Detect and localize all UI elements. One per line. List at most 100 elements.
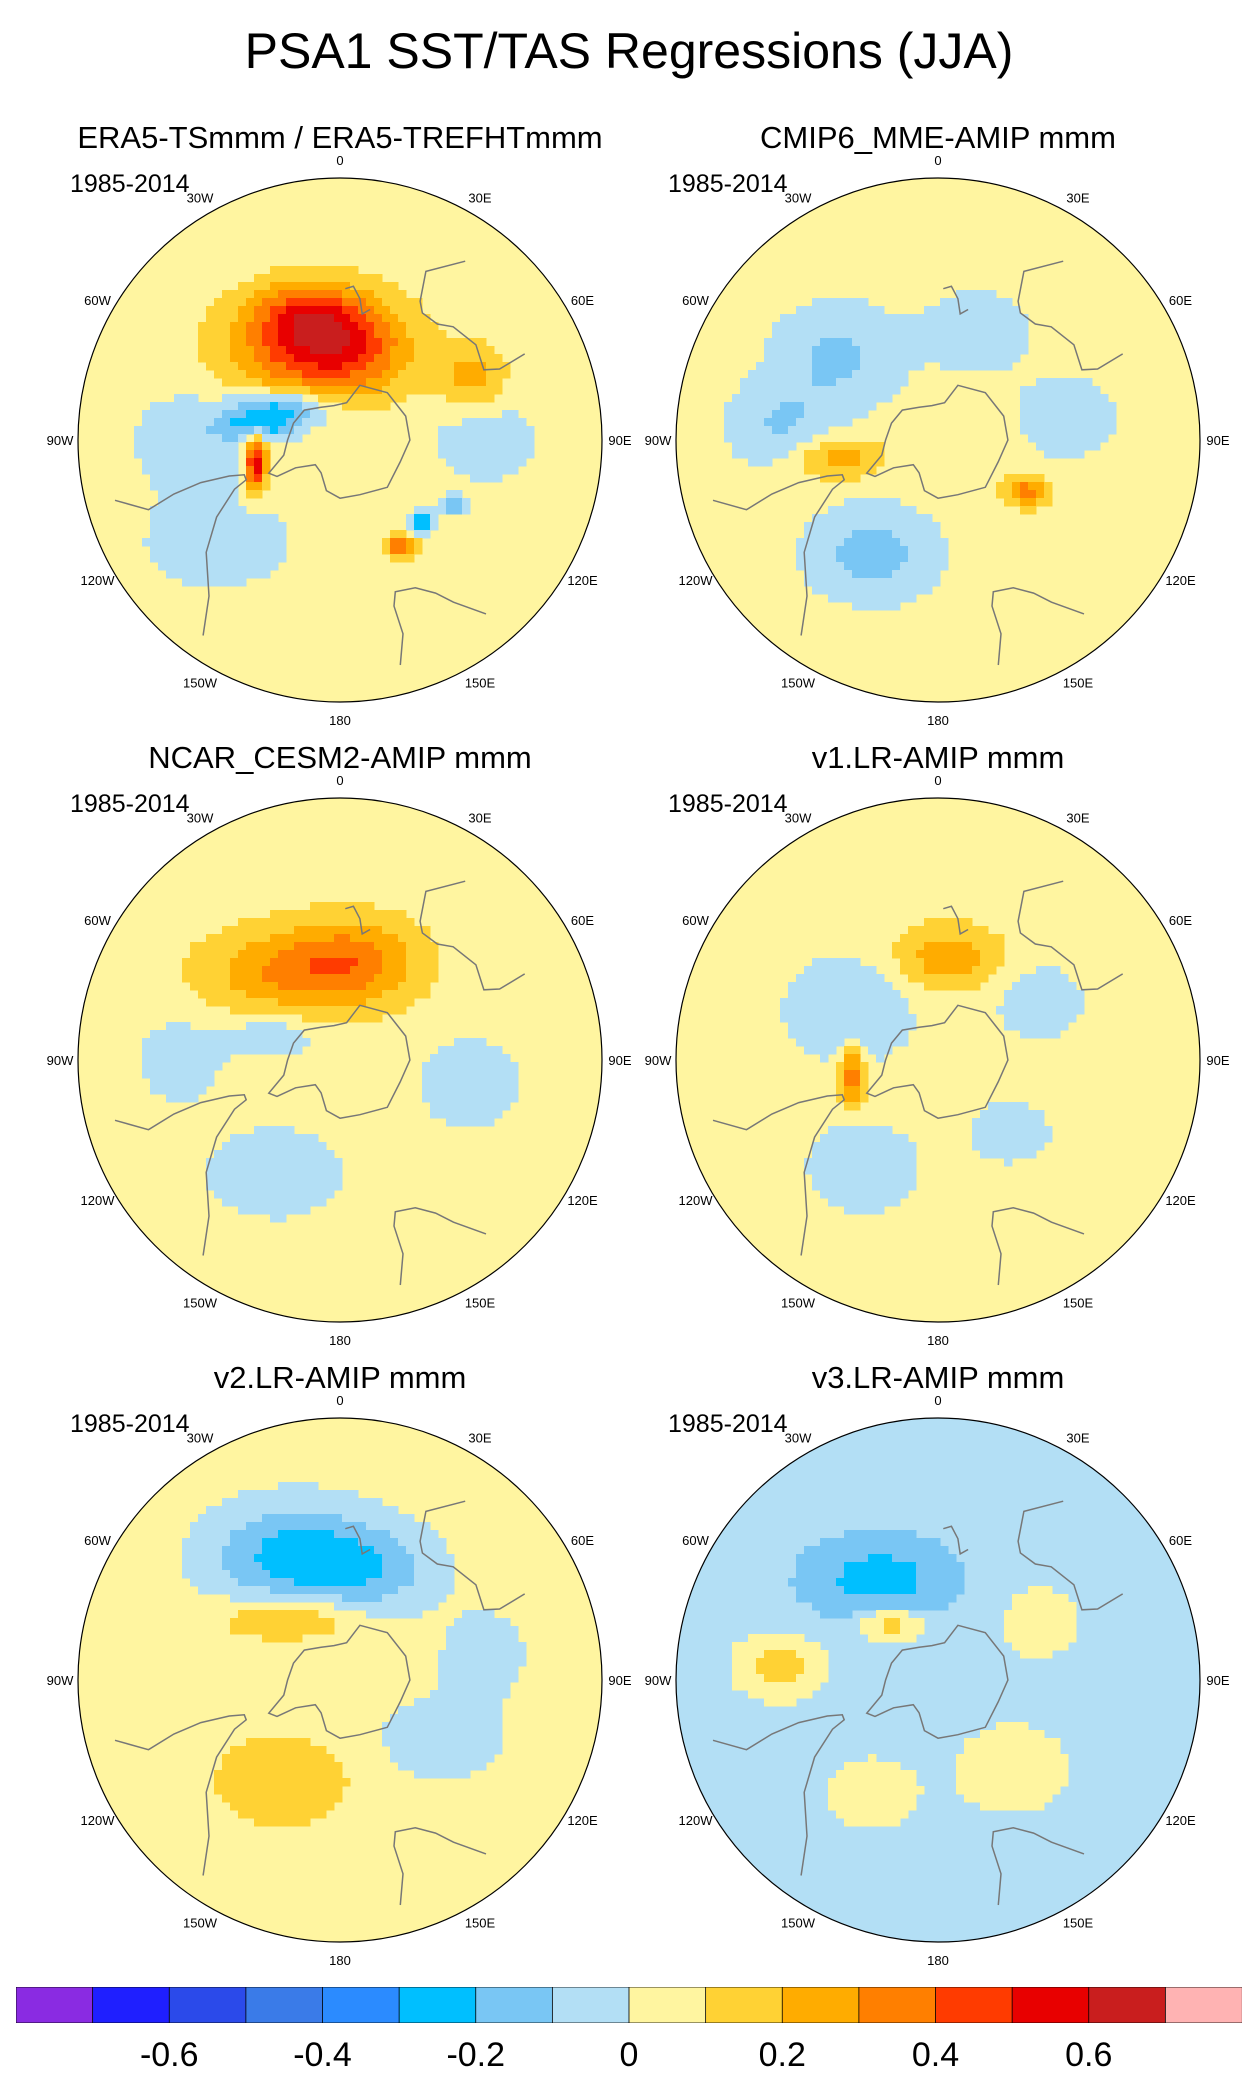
anomaly-cell xyxy=(820,1006,829,1015)
anomaly-cell xyxy=(262,1038,271,1047)
anomaly-cell xyxy=(278,918,287,927)
anomaly-cell xyxy=(764,362,773,371)
anomaly-cell xyxy=(828,1198,837,1207)
anomaly-cell xyxy=(238,1762,247,1771)
anomaly-cell xyxy=(844,322,853,331)
anomaly-cell xyxy=(900,594,909,603)
anomaly-cell xyxy=(238,1554,247,1563)
anomaly-cell xyxy=(780,370,789,379)
anomaly-cell xyxy=(318,974,327,983)
anomaly-cell xyxy=(948,966,957,975)
anomaly-cell xyxy=(1012,1794,1021,1803)
anomaly-cell xyxy=(462,1054,471,1063)
anomaly-cell xyxy=(996,1786,1005,1795)
anomaly-cell xyxy=(884,1158,893,1167)
anomaly-cell xyxy=(980,298,989,307)
anomaly-cell xyxy=(964,314,973,323)
anomaly-cell xyxy=(358,402,367,411)
anomaly-cell xyxy=(286,410,295,419)
anomaly-cell xyxy=(980,1762,989,1771)
anomaly-cell xyxy=(254,974,263,983)
anomaly-cell xyxy=(142,538,151,547)
anomaly-cell xyxy=(852,1546,861,1555)
anomaly-cell xyxy=(772,354,781,363)
anomaly-cell xyxy=(206,506,215,515)
anomaly-cell xyxy=(828,402,837,411)
anomaly-cell xyxy=(214,1546,223,1555)
anomaly-cell xyxy=(964,298,973,307)
anomaly-cell xyxy=(884,1190,893,1199)
anomaly-cell xyxy=(374,402,383,411)
anomaly-cell xyxy=(206,1554,215,1563)
anomaly-cell xyxy=(310,298,319,307)
anomaly-cell xyxy=(302,1038,311,1047)
anomaly-cell xyxy=(214,1522,223,1531)
anomaly-cell xyxy=(438,1578,447,1587)
anomaly-cell xyxy=(246,1738,255,1747)
anomaly-cell xyxy=(1052,1762,1061,1771)
anomaly-cell xyxy=(454,1062,463,1071)
anomaly-cell xyxy=(286,1546,295,1555)
anomaly-cell xyxy=(724,426,733,435)
anomaly-cell xyxy=(206,514,215,523)
anomaly-cell xyxy=(150,1070,159,1079)
anomaly-cell xyxy=(956,338,965,347)
anomaly-cell xyxy=(1028,1794,1037,1803)
anomaly-cell xyxy=(1084,394,1093,403)
anomaly-cell xyxy=(278,990,287,999)
anomaly-cell xyxy=(964,942,973,951)
anomaly-cell xyxy=(956,1770,965,1779)
anomaly-cell xyxy=(852,354,861,363)
anomaly-cell xyxy=(852,506,861,515)
anomaly-cell xyxy=(1004,1786,1013,1795)
anomaly-cell xyxy=(860,998,869,1007)
anomaly-cell xyxy=(884,1818,893,1827)
anomaly-cell xyxy=(454,1650,463,1659)
anomaly-cell xyxy=(1020,474,1029,483)
anomaly-cell xyxy=(756,410,765,419)
anomaly-cell xyxy=(214,546,223,555)
anomaly-cell xyxy=(166,418,175,427)
anomaly-cell xyxy=(948,942,957,951)
anomaly-cell xyxy=(310,1746,319,1755)
anomaly-cell xyxy=(166,498,175,507)
anomaly-cell xyxy=(796,1658,805,1667)
anomaly-cell xyxy=(1028,1610,1037,1619)
anomaly-cell xyxy=(988,1142,997,1151)
anomaly-cell xyxy=(908,354,917,363)
anomaly-cell xyxy=(318,998,327,1007)
anomaly-cell xyxy=(940,934,949,943)
anomaly-cell xyxy=(454,1714,463,1723)
anomaly-cell xyxy=(310,338,319,347)
anomaly-cell xyxy=(230,1190,239,1199)
anomaly-cell xyxy=(278,910,287,919)
anomaly-cell xyxy=(470,474,479,483)
anomaly-cell xyxy=(860,1602,869,1611)
antarctica-coastline xyxy=(865,1624,1009,1739)
anomaly-cell xyxy=(430,378,439,387)
coastline xyxy=(393,1207,487,1286)
anomaly-cell xyxy=(174,490,183,499)
anomaly-cell xyxy=(358,282,367,291)
anomaly-cell xyxy=(820,1182,829,1191)
anomaly-cell xyxy=(270,546,279,555)
anomaly-cell xyxy=(422,1706,431,1715)
anomaly-cell xyxy=(414,1714,423,1723)
anomaly-cell xyxy=(852,1070,861,1079)
anomaly-cell xyxy=(366,942,375,951)
anomaly-cell xyxy=(334,910,343,919)
longitude-label: 90E xyxy=(608,433,631,448)
anomaly-cell xyxy=(398,346,407,355)
anomaly-cell xyxy=(868,1810,877,1819)
anomaly-cell xyxy=(1012,498,1021,507)
anomaly-cell xyxy=(796,1642,805,1651)
anomaly-cell xyxy=(238,1134,247,1143)
anomaly-cell xyxy=(462,1078,471,1087)
anomaly-cell xyxy=(334,974,343,983)
anomaly-cell xyxy=(860,298,869,307)
anomaly-cell xyxy=(956,1578,965,1587)
anomaly-cell xyxy=(254,298,263,307)
anomaly-cell xyxy=(884,1006,893,1015)
anomaly-cell xyxy=(342,370,351,379)
anomaly-cell xyxy=(820,1022,829,1031)
